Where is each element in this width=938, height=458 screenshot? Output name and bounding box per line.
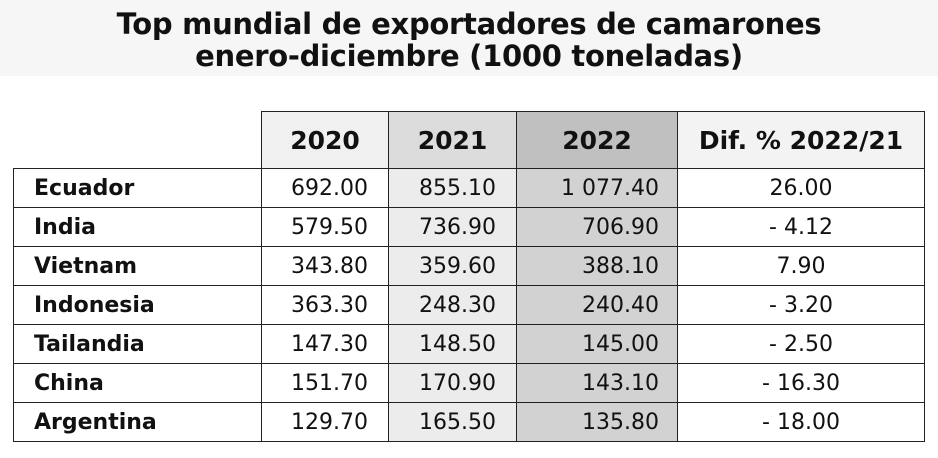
cell-2022: 706.90 [516, 207, 678, 247]
row-country: Ecuador [13, 168, 262, 208]
table-row: India 579.50 736.90 706.90- 4.12 [13, 207, 925, 247]
row-country: Tailandia [13, 324, 262, 364]
cell-2022: 143.10 [516, 363, 678, 403]
cell-dif: - 2.50 [677, 324, 925, 364]
cell-dif: 26.00 [677, 168, 925, 208]
cell-dif: - 4.12 [677, 207, 925, 247]
title-banner: Top mundial de exportadores de camarones… [0, 0, 938, 76]
cell-2022: 145.00 [516, 324, 678, 364]
header-2022: 2022 [516, 111, 678, 169]
cell-2022: 135.80 [516, 402, 678, 442]
cell-2021: 165.50 [388, 402, 517, 442]
cell-2020: 692.00 [261, 168, 389, 208]
title-line-1: Top mundial de exportadores de camarones [116, 7, 822, 41]
row-country: India [13, 207, 262, 247]
cell-2020: 147.30 [261, 324, 389, 364]
row-country: Vietnam [13, 246, 262, 286]
cell-2021: 170.90 [388, 363, 517, 403]
row-country: Argentina [13, 402, 262, 442]
cell-2020: 363.30 [261, 285, 389, 325]
table-row: Argentina 129.70 165.50 135.80- 18.00 [13, 402, 925, 442]
table-row: Tailandia 147.30 148.50 145.00- 2.50 [13, 324, 925, 364]
header-2020: 2020 [261, 111, 389, 169]
table-row: Ecuador 692.00 855.10 1 077.40 26.00 [13, 168, 925, 208]
cell-2022: 388.10 [516, 246, 678, 286]
header-row: 2020 2021 2022 Dif. % 2022/21 [13, 111, 925, 169]
table-row: China 151.70 170.90 143.10- 16.30 [13, 363, 925, 403]
cell-2020: 579.50 [261, 207, 389, 247]
table-row: Vietnam 343.80 359.60 388.10 7.90 [13, 246, 925, 286]
cell-2021: 359.60 [388, 246, 517, 286]
cell-2020: 343.80 [261, 246, 389, 286]
cell-2021: 855.10 [388, 168, 517, 208]
table-body: Ecuador 692.00 855.10 1 077.40 26.00 India 579… [13, 168, 925, 442]
row-country: China [13, 363, 262, 403]
cell-2021: 248.30 [388, 285, 517, 325]
header-blank [13, 111, 262, 169]
cell-2022: 1 077.40 [516, 168, 678, 208]
cell-2020: 129.70 [261, 402, 389, 442]
exporters-table: 2020 2021 2022 Dif. % 2022/21 Ecuador 692… [13, 111, 925, 442]
header-2021: 2021 [388, 111, 517, 169]
header-dif: Dif. % 2022/21 [677, 111, 925, 169]
cell-dif: - 16.30 [677, 363, 925, 403]
cell-2022: 240.40 [516, 285, 678, 325]
cell-dif: 7.90 [677, 246, 925, 286]
cell-dif: - 18.00 [677, 402, 925, 442]
cell-dif: - 3.20 [677, 285, 925, 325]
cell-2020: 151.70 [261, 363, 389, 403]
table-row: Indonesia 363.30 248.30 240.40- 3.20 [13, 285, 925, 325]
cell-2021: 148.50 [388, 324, 517, 364]
cell-2021: 736.90 [388, 207, 517, 247]
title-line-2: enero-diciembre (1000 toneladas) [195, 39, 743, 73]
row-country: Indonesia [13, 285, 262, 325]
